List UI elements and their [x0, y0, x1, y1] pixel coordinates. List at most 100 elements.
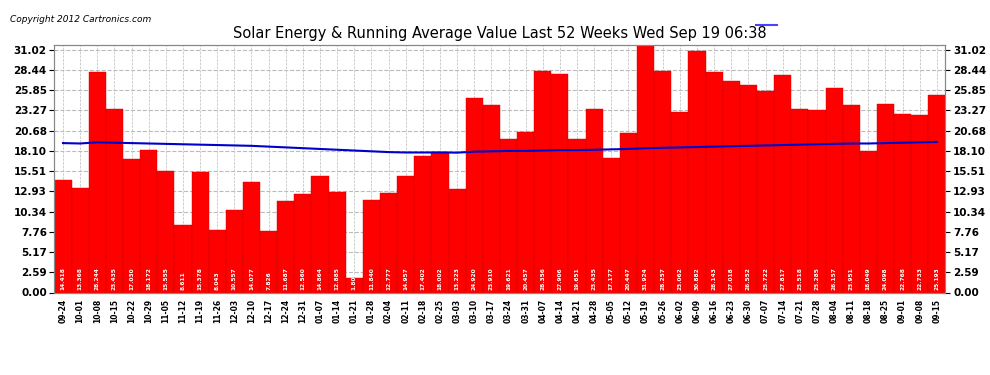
Text: Weekly  ($): Weekly ($) — [873, 21, 931, 30]
Bar — [688, 51, 706, 292]
Bar — [826, 88, 842, 292]
Bar — [54, 180, 71, 292]
Bar — [432, 152, 448, 292]
Text: Average  ($): Average ($) — [782, 21, 844, 30]
Text: 14.418: 14.418 — [60, 267, 65, 290]
Text: Copyright 2012 Cartronics.com: Copyright 2012 Cartronics.com — [10, 15, 151, 24]
Bar — [586, 109, 603, 292]
Bar — [535, 71, 551, 292]
Bar — [791, 108, 809, 292]
Bar — [671, 112, 688, 292]
Bar — [414, 156, 432, 292]
Bar — [448, 189, 465, 292]
Bar — [620, 132, 637, 292]
Bar — [911, 115, 929, 292]
Text: 13.223: 13.223 — [454, 267, 459, 290]
Bar — [929, 95, 945, 292]
Text: 17.177: 17.177 — [609, 267, 614, 290]
Bar — [603, 158, 620, 292]
Bar — [809, 110, 826, 292]
Bar — [329, 192, 346, 292]
Bar — [106, 109, 123, 292]
Bar — [568, 139, 586, 292]
Bar — [363, 200, 380, 292]
Bar — [774, 75, 791, 292]
Bar — [500, 139, 517, 292]
Text: 27.906: 27.906 — [557, 267, 562, 290]
Bar — [757, 91, 774, 292]
Text: 19.651: 19.651 — [574, 267, 579, 290]
Text: 22.733: 22.733 — [918, 267, 923, 290]
Bar — [174, 225, 191, 292]
Bar — [483, 105, 500, 292]
Text: 8.043: 8.043 — [215, 272, 220, 290]
Bar — [877, 104, 894, 292]
Bar — [637, 43, 654, 292]
Bar — [141, 150, 157, 292]
Text: 23.062: 23.062 — [677, 267, 682, 290]
Text: 14.957: 14.957 — [403, 267, 408, 290]
Bar — [842, 105, 859, 292]
Text: 12.560: 12.560 — [300, 267, 305, 290]
Text: 18.172: 18.172 — [147, 267, 151, 290]
Text: 20.447: 20.447 — [626, 267, 631, 290]
Text: 22.768: 22.768 — [900, 267, 905, 290]
Bar — [894, 114, 911, 292]
Bar — [465, 98, 483, 292]
Text: 17.402: 17.402 — [421, 267, 426, 290]
Text: 1.802: 1.802 — [351, 272, 356, 290]
Text: 13.368: 13.368 — [77, 267, 82, 290]
Text: 20.457: 20.457 — [523, 267, 528, 290]
Bar — [723, 81, 740, 292]
Bar — [859, 152, 877, 292]
Bar — [380, 192, 397, 292]
Text: 11.840: 11.840 — [369, 267, 374, 290]
Text: 31.924: 31.924 — [644, 267, 648, 290]
Text: 11.687: 11.687 — [283, 267, 288, 290]
Bar — [157, 171, 174, 292]
Text: 14.077: 14.077 — [249, 267, 254, 290]
Text: 12.777: 12.777 — [386, 267, 391, 290]
Text: 28.356: 28.356 — [541, 267, 545, 290]
Bar — [654, 72, 671, 292]
Text: 23.285: 23.285 — [815, 267, 820, 290]
Text: 15.378: 15.378 — [198, 267, 203, 290]
Text: 7.826: 7.826 — [266, 272, 271, 290]
Text: 12.885: 12.885 — [335, 267, 340, 290]
Text: 17.030: 17.030 — [129, 267, 134, 290]
Bar — [123, 159, 141, 292]
Bar — [294, 194, 312, 292]
Bar — [551, 74, 568, 292]
Text: 27.018: 27.018 — [729, 267, 734, 290]
Text: 28.143: 28.143 — [712, 267, 717, 290]
Bar — [517, 132, 535, 292]
Bar — [312, 176, 329, 292]
Text: 25.193: 25.193 — [935, 267, 940, 290]
Text: 26.552: 26.552 — [745, 267, 750, 290]
Bar — [89, 72, 106, 292]
Bar — [740, 85, 757, 292]
Bar — [260, 231, 277, 292]
Text: 27.817: 27.817 — [780, 267, 785, 290]
Bar — [346, 278, 363, 292]
Text: 8.611: 8.611 — [180, 272, 185, 290]
Title: Solar Energy & Running Average Value Last 52 Weeks Wed Sep 19 06:38: Solar Energy & Running Average Value Las… — [233, 26, 767, 41]
Text: 18.049: 18.049 — [866, 267, 871, 290]
Bar — [706, 72, 723, 292]
Bar — [209, 230, 226, 292]
Bar — [397, 176, 414, 292]
Bar — [277, 201, 294, 292]
Text: 19.621: 19.621 — [506, 267, 511, 290]
Text: 26.157: 26.157 — [832, 267, 837, 290]
Text: 30.882: 30.882 — [695, 267, 700, 290]
Text: 24.920: 24.920 — [472, 267, 477, 290]
Text: 23.435: 23.435 — [112, 267, 117, 290]
Bar — [226, 210, 243, 292]
Text: 18.002: 18.002 — [438, 267, 443, 290]
Text: 23.951: 23.951 — [848, 267, 853, 290]
Bar — [191, 172, 209, 292]
Text: 25.722: 25.722 — [763, 267, 768, 290]
Bar — [71, 188, 89, 292]
Bar — [243, 182, 260, 292]
Text: 10.557: 10.557 — [232, 267, 237, 290]
